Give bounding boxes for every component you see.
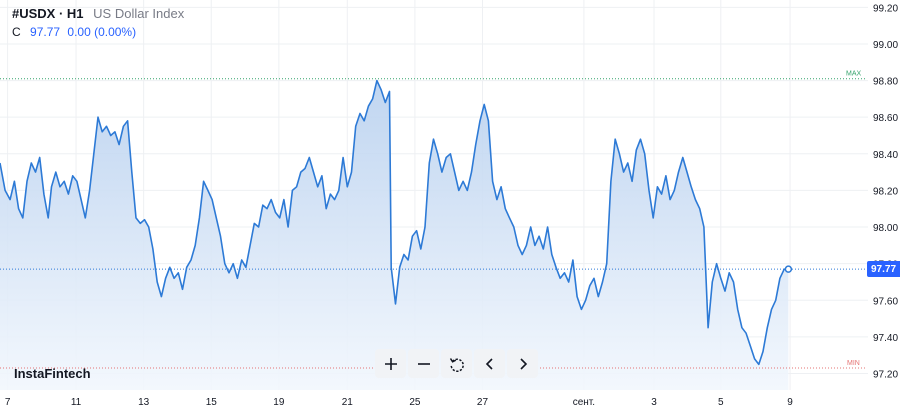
- scroll-right-button[interactable]: [507, 349, 538, 378]
- y-tick-label: 99.20: [873, 3, 898, 14]
- reset-button[interactable]: [441, 349, 472, 378]
- series-area: [0, 80, 789, 390]
- chart-header: #USDX · H1 US Dollar Index: [12, 6, 184, 21]
- chart-toolbar: [375, 349, 538, 378]
- brand-logo: InstaFintech: [14, 366, 91, 381]
- y-tick-label: 97.20: [873, 370, 898, 381]
- y-tick-label: 97.40: [873, 333, 898, 344]
- y-tick-label: 98.40: [873, 150, 898, 161]
- x-tick-label: 9: [787, 397, 793, 408]
- last-point-marker: [784, 265, 793, 273]
- series-line: [0, 79, 789, 366]
- symbol-label: #USDX · H1: [12, 6, 84, 21]
- close-label: C: [12, 25, 21, 39]
- plus-icon: [384, 357, 397, 370]
- close-value: 97.77: [30, 25, 61, 39]
- x-tick-label: 7: [5, 397, 11, 408]
- change-value: 0.00 (0.00%): [67, 25, 137, 39]
- y-tick-label: 98.60: [873, 113, 898, 124]
- instrument-name: US Dollar Index: [93, 6, 185, 21]
- last-price-badge: 97.77: [867, 261, 900, 277]
- scroll-left-button[interactable]: [474, 349, 505, 378]
- chevron-left-icon: [485, 357, 493, 370]
- y-tick-label: 98.00: [873, 223, 898, 234]
- reset-icon: [449, 357, 464, 372]
- chevron-right-icon: [519, 357, 527, 370]
- x-tick-label: 21: [342, 397, 354, 408]
- ohlc-readout: C 97.77 0.00 (0.00%): [12, 25, 136, 39]
- x-tick-label: 11: [71, 397, 82, 408]
- zoom-in-button[interactable]: [375, 349, 406, 378]
- x-tick-label: 3: [651, 397, 657, 408]
- max-label: MAX: [846, 71, 862, 78]
- x-tick-label: 27: [477, 397, 489, 408]
- x-tick-label: 5: [718, 397, 724, 408]
- x-tick-label: 25: [409, 397, 421, 408]
- x-tick-label: 13: [138, 397, 150, 408]
- y-tick-label: 97.60: [873, 296, 898, 307]
- x-tick-label: 19: [273, 397, 285, 408]
- y-tick-label: 98.80: [873, 77, 898, 88]
- zoom-out-button[interactable]: [408, 349, 439, 378]
- x-tick-label: 15: [206, 397, 218, 408]
- y-tick-label: 99.00: [873, 40, 898, 51]
- min-label: MIN: [847, 360, 860, 367]
- y-tick-label: 98.20: [873, 186, 898, 197]
- minus-icon: [417, 362, 430, 365]
- x-tick-label: сент.: [573, 397, 595, 408]
